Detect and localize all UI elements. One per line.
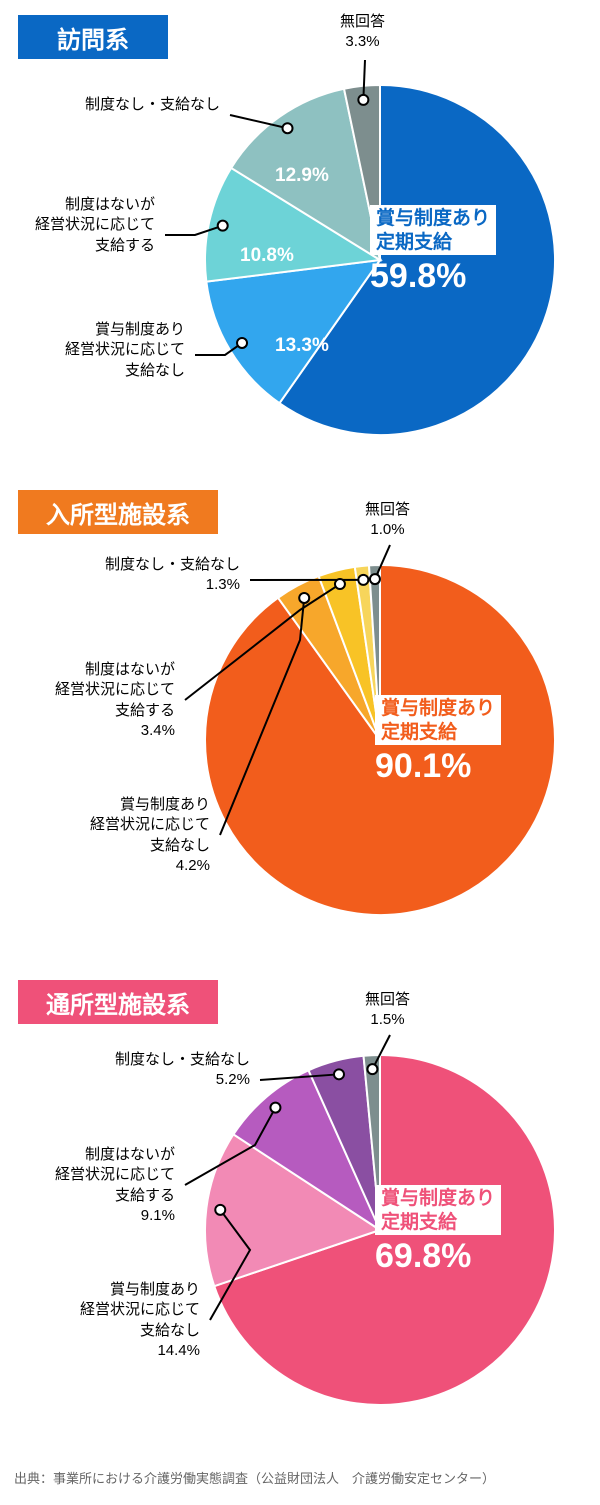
callout-1-nobizpay: 制度はないが 経営状況に応じて 支給する [10,195,155,256]
main-slice-line1: 賞与制度あり [381,698,495,719]
callout-1-noresp: 無回答 3.3% [340,12,385,53]
main-slice-line2: 定期支給 [381,722,457,743]
main-slice-pct: 59.8% [370,257,466,295]
chart-section-3: 通所型施設系 賞与制度あり 定期支給 69.8% 無回答 1.5% 制度なし・支… [0,970,600,1460]
main-slice-pct: 69.8% [375,1237,471,1275]
callout-2-bizpay: 賞与制度あり 経営状況に応じて 支給なし 4.2% [65,795,210,876]
chart-section-1: 訪問系 賞与制度あり 定期支給 59.8% 13.3% 10.8% 12.9% … [0,0,600,480]
slice-pct-1a: 13.3% [275,335,329,357]
callout-2-nobizpay: 制度はないが 経営状況に応じて 支給する 3.4% [30,660,175,741]
callout-1-bizpay: 賞与制度あり 経営状況に応じて 支給なし [40,320,185,381]
main-slice-label-2: 賞与制度あり 定期支給 90.1% [375,695,501,786]
callout-1-none: 制度なし・支給なし [50,95,220,115]
callout-3-nobizpay: 制度はないが 経営状況に応じて 支給する 9.1% [30,1145,175,1226]
callout-2-none: 制度なし・支給なし 1.3% [50,555,240,596]
main-slice-line2: 定期支給 [381,1212,457,1233]
callout-2-noresp: 無回答 1.0% [365,500,410,541]
main-slice-label-3: 賞与制度あり 定期支給 69.8% [375,1185,501,1276]
slice-pct-1b: 10.8% [240,245,294,267]
chart-section-2: 入所型施設系 賞与制度あり 定期支給 90.1% 無回答 1.0% 制度なし・支… [0,480,600,970]
callout-3-bizpay: 賞与制度あり 経営状況に応じて 支給なし 14.4% [55,1280,200,1361]
slice-pct-1c: 12.9% [275,165,329,187]
main-slice-line1: 賞与制度あり [376,208,490,229]
main-slice-pct: 90.1% [375,747,471,785]
callout-3-noresp: 無回答 1.5% [365,990,410,1031]
main-slice-label-1: 賞与制度あり 定期支給 59.8% [370,205,496,296]
main-slice-line2: 定期支給 [376,232,452,253]
source-citation: 出典：事業所における介護労働実態調査（公益財団法人 介護労働安定センター） [0,1460,600,1505]
main-slice-line1: 賞与制度あり [381,1188,495,1209]
callout-3-none: 制度なし・支給なし 5.2% [60,1050,250,1091]
